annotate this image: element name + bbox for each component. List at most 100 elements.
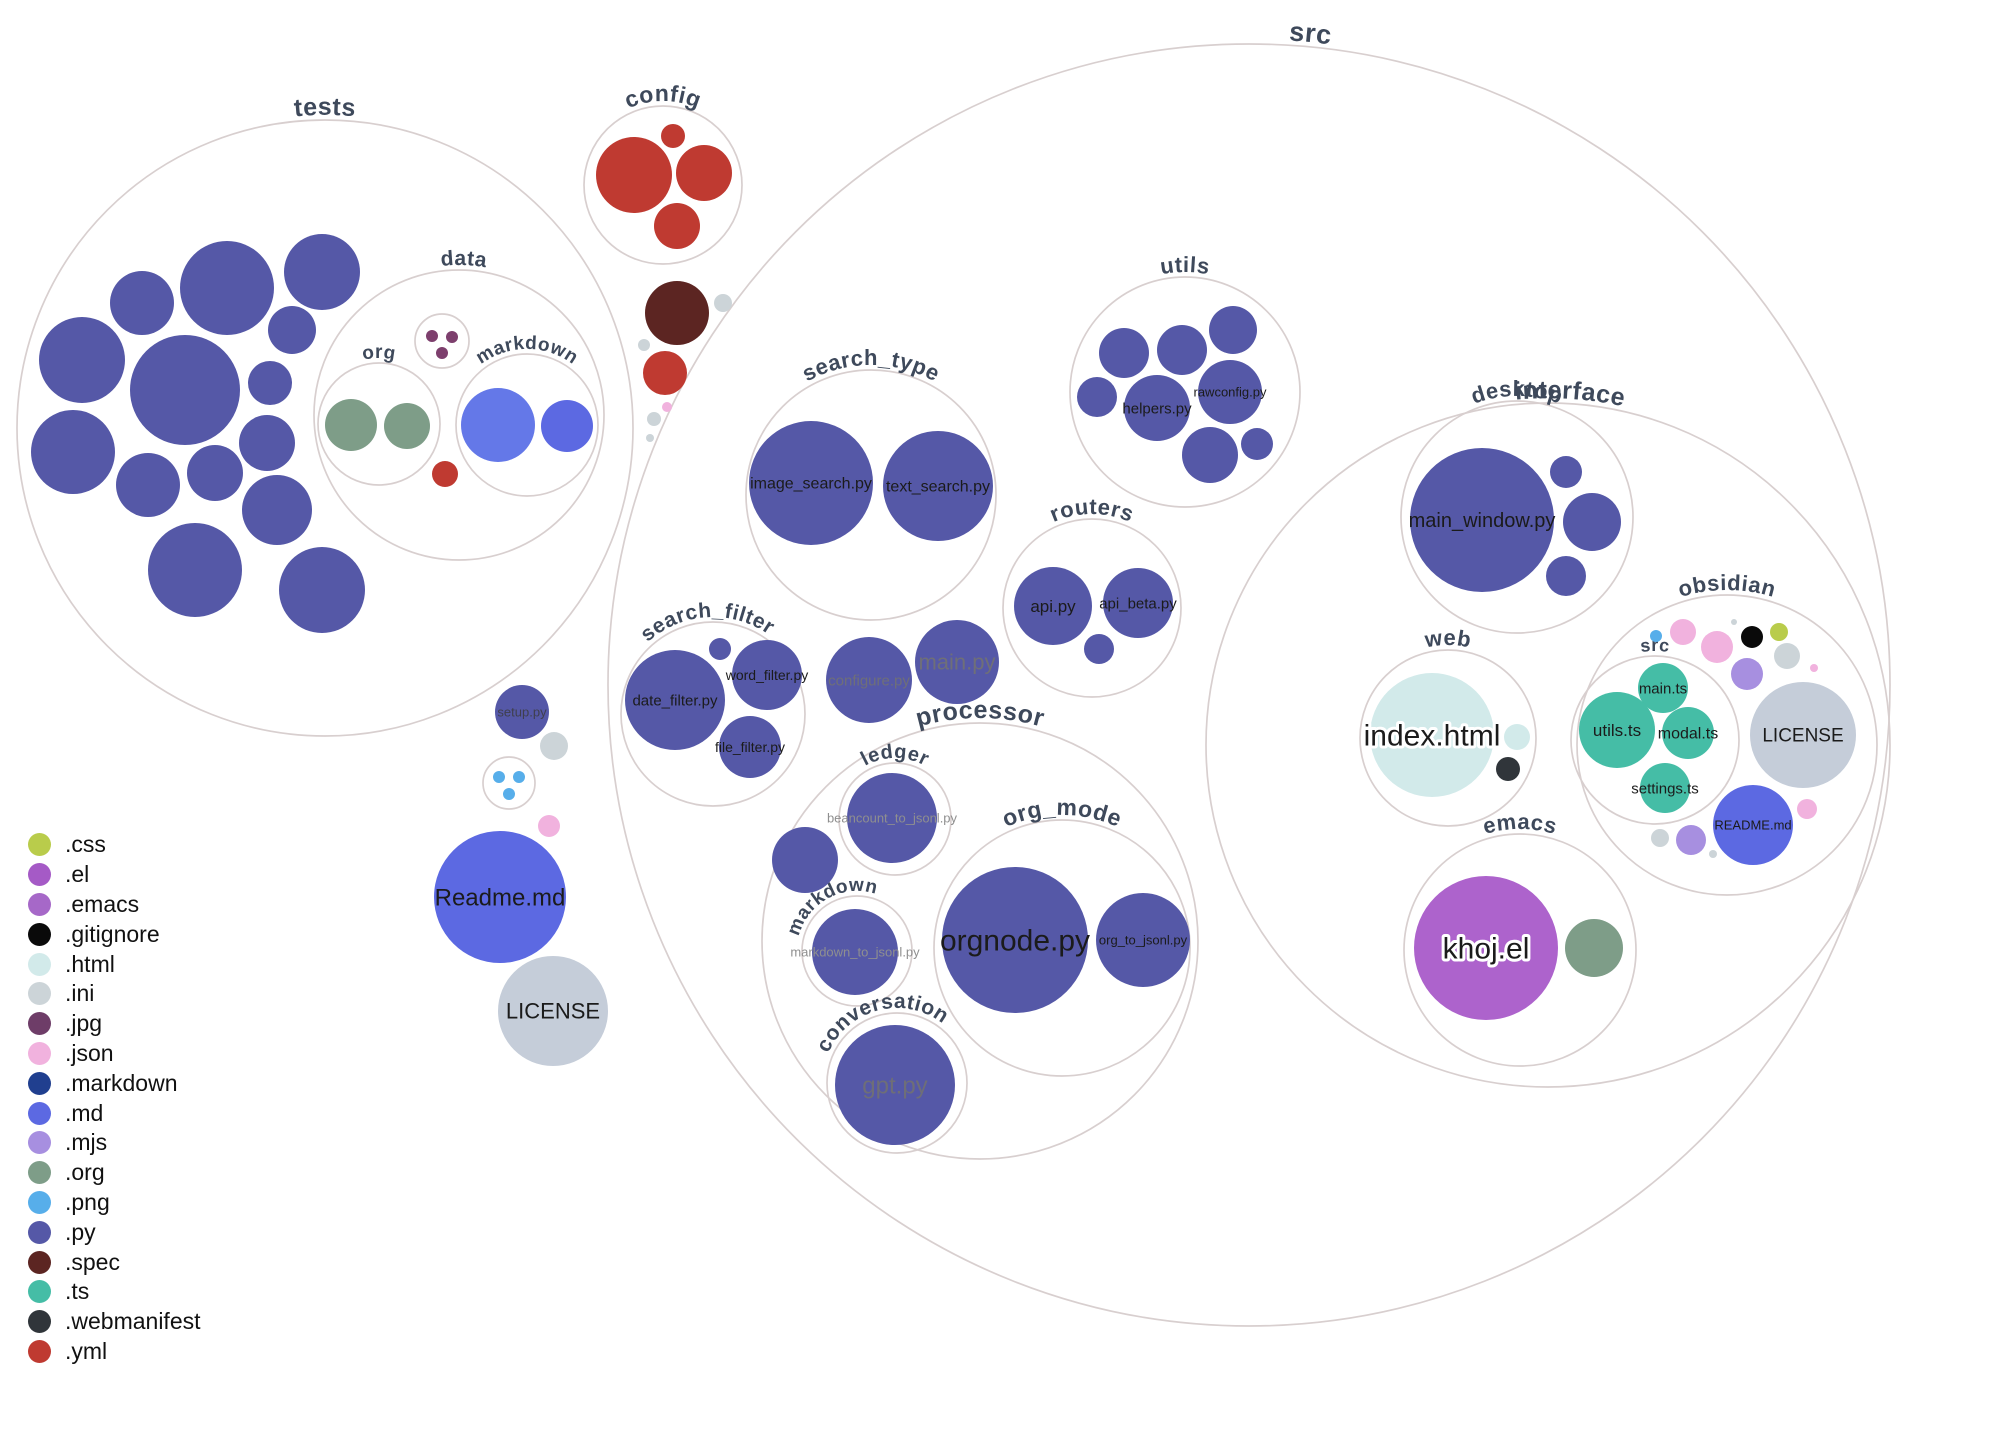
file-dot-py <box>1241 428 1273 460</box>
file-dot-yml <box>643 351 687 395</box>
file-label-setup.py: setup.py <box>497 705 547 720</box>
dir-circle-config <box>583 105 743 265</box>
file-dot-mjs <box>1676 825 1706 855</box>
file-dot-webmanifest <box>1496 757 1520 781</box>
file-dot-py <box>268 306 316 354</box>
dir-circle-png-pack <box>482 756 536 810</box>
file-circle-date_filter.py <box>625 650 725 750</box>
file-circle-index.html <box>1370 673 1494 797</box>
dir-circle-utils <box>1069 276 1301 508</box>
file-circle-gpt.py <box>835 1025 955 1145</box>
dir-circle-conversation <box>826 1012 968 1154</box>
dir-label-utils: utils <box>1158 252 1211 279</box>
file-dot-py <box>110 271 174 335</box>
file-label-file_filter.py: file_filter.py <box>715 739 785 755</box>
file-dot-jpg <box>426 330 438 342</box>
file-circle-markdown_to_jsonl.py <box>812 909 898 995</box>
file-circle-Readme.md <box>434 831 566 963</box>
legend-swatch-org <box>28 1161 51 1185</box>
dir-circle-routers <box>1002 518 1182 698</box>
file-label-main.py: main.py <box>918 650 995 675</box>
dir-label-web: web <box>1422 625 1473 652</box>
file-circle-configure.py <box>826 637 912 723</box>
legend-item-mjs: .mjs <box>28 1128 201 1158</box>
legend-item-md: .md <box>28 1098 201 1128</box>
file-dot-py <box>1157 325 1207 375</box>
file-dot-py <box>1084 634 1114 664</box>
legend-item-gitignore: .gitignore <box>28 919 201 949</box>
file-dot-py <box>1077 377 1117 417</box>
file-label-main_window.py: main_window.py <box>1409 510 1556 532</box>
dir-circle-markdown-data <box>455 353 599 497</box>
dir-label-obsidian: obsidian <box>1675 570 1778 602</box>
dir-circle-search_type <box>745 369 997 621</box>
legend-label-mjs: .mjs <box>65 1129 108 1156</box>
legend-swatch-yml <box>28 1339 51 1363</box>
legend-label-spec: .spec <box>65 1248 120 1275</box>
file-dot-org <box>1565 919 1623 977</box>
dir-circle-data <box>313 269 605 561</box>
file-label-index.html: index.html <box>1364 720 1501 753</box>
legend-label-md: .md <box>65 1099 104 1126</box>
legend-label-gitignore: .gitignore <box>65 920 160 947</box>
file-dot-json <box>538 815 560 837</box>
dir-label-src-root: src <box>1288 16 1333 50</box>
legend-swatch-png <box>28 1190 51 1214</box>
legend-item-spec: .spec <box>28 1247 201 1277</box>
legend-item-webmanifest: .webmanifest <box>28 1307 201 1337</box>
legend-label-markdown: .markdown <box>65 1069 178 1096</box>
legend-item-org: .org <box>28 1158 201 1188</box>
dir-label-config: config <box>621 80 705 113</box>
legend-label-emacs: .emacs <box>65 890 140 917</box>
dir-label-src-obsidian: src <box>1639 635 1670 656</box>
legend-label-webmanifest: .webmanifest <box>65 1308 201 1335</box>
file-dot-png <box>493 771 505 783</box>
legend-swatch-py <box>28 1220 51 1244</box>
legend-swatch-json <box>28 1041 51 1065</box>
file-label-orgnode.py: orgnode.py <box>940 925 1090 958</box>
file-dot-css <box>1770 623 1788 641</box>
legend-swatch-mjs <box>28 1131 51 1155</box>
dir-label-data: data <box>440 247 489 272</box>
legend-swatch-css <box>28 833 51 857</box>
dir-circle-src-root <box>607 43 1891 1327</box>
legend-swatch-markdown <box>28 1071 51 1095</box>
dir-circle-search_filter <box>620 621 806 807</box>
legend-item-json: .json <box>28 1039 201 1069</box>
file-label-beancount_to_jsonl.py: beancount_to_jsonl.py <box>827 811 958 826</box>
dir-circle-tests <box>16 119 634 737</box>
dir-circle-ledger <box>838 762 952 876</box>
dir-circle-org_mode <box>933 819 1191 1077</box>
dir-label-tests: tests <box>293 93 357 122</box>
file-dot-py <box>279 547 365 633</box>
file-dot-json <box>662 402 672 412</box>
file-dot-py <box>709 638 731 660</box>
file-dot-yml <box>596 137 672 213</box>
file-dot-spec <box>645 281 709 345</box>
file-dot-yml <box>661 124 685 148</box>
file-dot-ini <box>646 434 654 442</box>
file-dot-ini <box>714 294 732 312</box>
file-dot-py <box>148 523 242 617</box>
file-label-image_search.py: image_search.py <box>750 476 872 493</box>
file-circle-README.md <box>1713 785 1793 865</box>
dir-circle-markdown-processor <box>801 895 913 1007</box>
dir-label-org_mode: org_mode <box>998 794 1125 832</box>
file-dot-py <box>187 445 243 501</box>
legend-item-ini: .ini <box>28 979 201 1009</box>
file-label-configure.py: configure.py <box>828 672 910 689</box>
legend-swatch-ini <box>28 982 51 1006</box>
dir-label-ledger: ledger <box>857 741 932 771</box>
legend-label-png: .png <box>65 1188 110 1215</box>
file-circle-settings.ts <box>1640 763 1690 813</box>
file-dot-jpg <box>446 331 458 343</box>
file-dot-py <box>1182 427 1238 483</box>
file-dot-ini <box>1709 850 1717 858</box>
dir-circle-processor <box>761 722 1199 1160</box>
file-label-LICENSE: LICENSE <box>1762 726 1843 747</box>
legend-swatch-el <box>28 863 51 887</box>
legend-item-jpg: .jpg <box>28 1009 201 1039</box>
dir-circle-src-obsidian <box>1570 655 1740 825</box>
file-dot-py <box>284 234 360 310</box>
dir-label-org: org <box>361 342 398 365</box>
